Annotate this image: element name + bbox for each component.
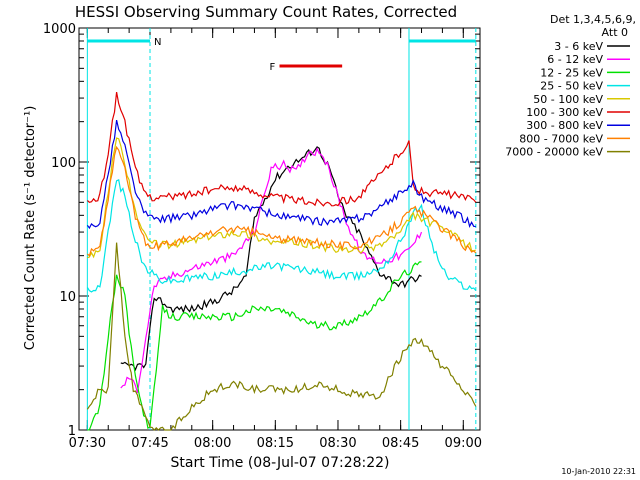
x-tick-label: 07:45	[131, 436, 168, 451]
x-tick-label: 08:00	[194, 436, 231, 451]
legend-entry-label: 12 - 25 keV	[540, 66, 603, 79]
series-line-3	[86, 179, 477, 293]
series-line-1	[120, 147, 423, 393]
observing-bar-label: F	[270, 62, 276, 73]
observing-bar-label: N	[154, 37, 161, 48]
series-line-0	[120, 146, 422, 372]
chart-title: HESSI Observing Summary Count Rates, Cor…	[75, 3, 457, 21]
legend-header: Det 1,3,4,5,6,9,	[550, 13, 636, 26]
legend-header: Att 0	[602, 26, 628, 39]
series-line-5	[86, 91, 477, 207]
series-line-2	[87, 261, 422, 431]
y-axis-label: Corrected Count Rate (s⁻¹ detector⁻¹)	[23, 106, 38, 351]
y-tick-label: 10	[59, 290, 76, 305]
series-line-6	[86, 119, 476, 230]
y-tick-label: 1	[68, 424, 76, 439]
axes: 1 10 100 1000 07:30 07:45 08:00 08:15 08:30 08:45…	[43, 22, 482, 451]
x-tick-label: 08:45	[382, 436, 419, 451]
series-line-4	[87, 137, 476, 259]
legend-entry-label: 25 - 50 keV	[540, 80, 603, 93]
x-axis-label: Start Time (08-Jul-07 07:28:22)	[170, 455, 389, 471]
timestamp: 10-Jan-2010 22:31	[561, 467, 636, 476]
x-tick-label: 07:30	[69, 436, 106, 451]
legend-entry-label: 300 - 800 keV	[526, 119, 603, 132]
series-line-8	[86, 242, 477, 431]
legend-entry-label: 800 - 7000 keV	[519, 132, 603, 145]
legend-entry-label: 100 - 300 keV	[526, 106, 603, 119]
series-line-7	[87, 145, 477, 257]
series-layer	[86, 91, 477, 431]
observing-bars: NF	[86, 28, 477, 430]
y-tick-label: 1000	[43, 22, 76, 37]
x-tick-label: 09:00	[445, 436, 482, 451]
legend-entry-label: 6 - 12 keV	[547, 53, 603, 66]
legend-entry-label: 3 - 6 keV	[554, 40, 603, 53]
legend-entry-label: 50 - 100 keV	[533, 93, 603, 106]
legend-entry-label: 7000 - 20000 keV	[505, 146, 603, 159]
plot-frame	[78, 27, 481, 431]
x-tick-label: 08:15	[257, 436, 294, 451]
x-tick-label: 08:30	[319, 436, 356, 451]
y-tick-label: 100	[51, 156, 76, 171]
